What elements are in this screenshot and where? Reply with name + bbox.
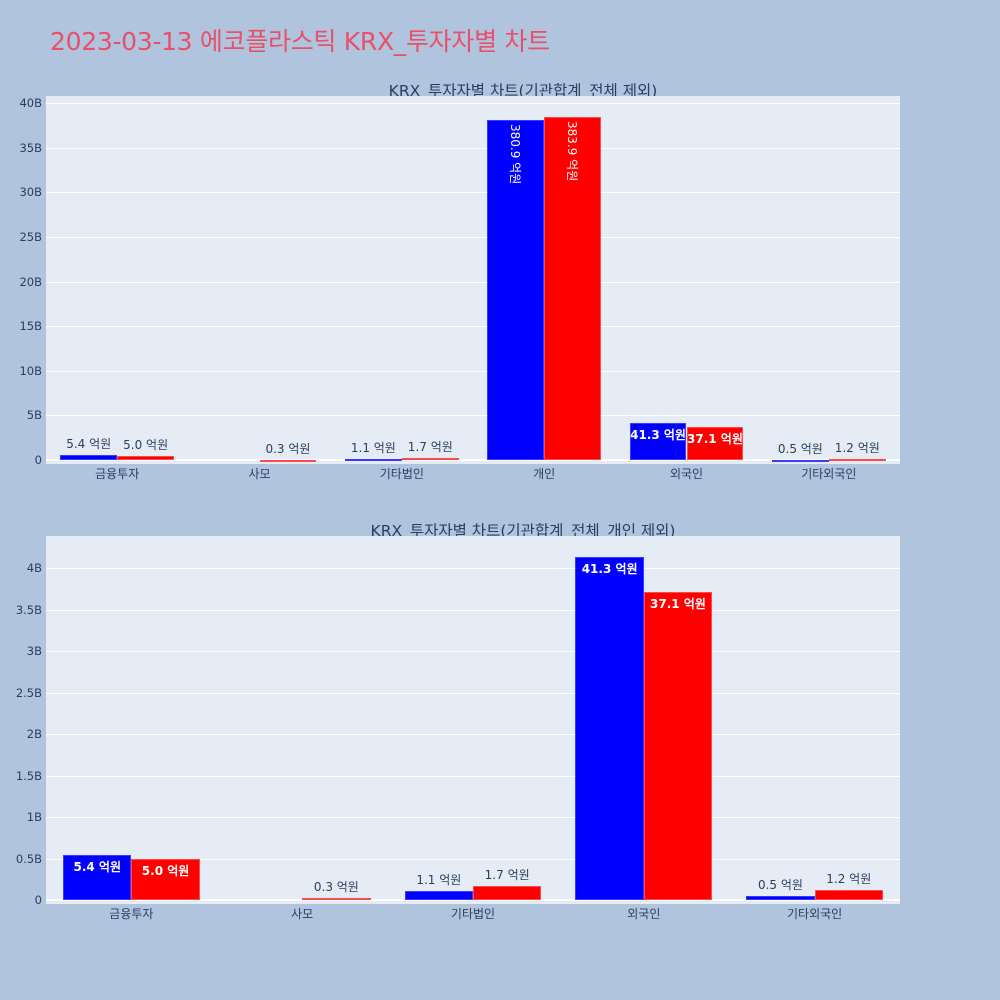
zero-line (46, 899, 900, 901)
bar-value-label: 0.5 억원 (777, 441, 823, 456)
y-tick-label: 3.5B (15, 602, 42, 617)
x-tick-label: 기타법인 (450, 907, 496, 921)
x-tick-label: 외국인 (627, 907, 661, 921)
bar-series-red[interactable] (828, 458, 886, 461)
bar-value-label: 0.3 억원 (265, 441, 311, 456)
bar-series-blue[interactable] (746, 895, 815, 900)
bar-series-blue[interactable] (629, 423, 687, 460)
bar-value-label: 5.0 억원 (141, 863, 190, 878)
gridline (46, 103, 900, 104)
gridline (46, 651, 900, 652)
gridline (46, 609, 900, 611)
y-tick-label: 1.5B (15, 768, 42, 783)
x-tick-label: 금융투자 (109, 907, 154, 921)
bar-series-blue[interactable] (575, 557, 644, 900)
y-tick-label: 2.5B (15, 685, 42, 700)
bar-value-label: 0.3 억원 (313, 879, 359, 894)
gridline (46, 415, 900, 417)
bar-series-blue[interactable] (487, 120, 545, 460)
x-tick-label: 사모 (291, 907, 314, 921)
gridline (46, 692, 900, 694)
gridline (46, 568, 900, 569)
x-tick-label: 금융투자 (95, 467, 140, 481)
bar-value-label: 1.2 억원 (834, 440, 880, 455)
y-tick-label: 40B (19, 96, 42, 110)
y-tick-label: 4B (26, 561, 42, 575)
bar-value-label: 1.1 억원 (350, 441, 396, 456)
gridline (46, 236, 900, 238)
bar-series-red[interactable] (686, 426, 744, 460)
y-tick-label: 15B (19, 319, 42, 334)
gridline (46, 192, 900, 194)
bar-series-red[interactable] (302, 897, 371, 900)
gridline (46, 817, 900, 818)
bar-series-red[interactable] (473, 885, 542, 900)
bar-value-label: 41.3 억원 (630, 428, 686, 443)
gridline (46, 281, 900, 283)
x-tick-label: 외국인 (669, 467, 704, 481)
gridline (46, 326, 900, 328)
bar-value-label: 5.4 억원 (73, 860, 121, 875)
bar-series-red[interactable] (117, 455, 175, 460)
plot-area (46, 96, 900, 464)
bar-value-label: 5.0 억원 (123, 437, 169, 452)
gridline (46, 775, 900, 777)
bar-series-blue[interactable] (344, 459, 402, 462)
bar-value-label: 41.3 억원 (581, 562, 638, 577)
bar-series-red[interactable] (401, 458, 459, 461)
x-tick-label: 사모 (248, 467, 271, 481)
bar-value-label: 1.7 억원 (407, 440, 453, 455)
bar-value-label: 1.1 억원 (416, 872, 462, 887)
zero-line (46, 459, 900, 461)
bar-value-label: 5.4 억원 (66, 437, 112, 452)
x-tick-label: 기타외국인 (801, 467, 857, 481)
y-tick-label: 0 (34, 893, 42, 907)
bar-series-blue[interactable] (771, 459, 829, 462)
chart-title: KRX_투자자별 차트(기관합계_전체 제외) (388, 82, 658, 100)
y-tick-label: 25B (19, 229, 42, 244)
bar-series-blue[interactable] (404, 890, 473, 900)
y-tick-label: 10B (19, 363, 42, 378)
x-tick-label: 기타법인 (379, 467, 424, 481)
chart-title: KRX_투자자별 차트(기관합계_전체_개인 제외) (370, 522, 676, 540)
y-tick-label: 3B (26, 644, 42, 658)
gridline (46, 858, 900, 860)
bar-series-blue[interactable] (60, 455, 118, 460)
bar-value-label: 1.7 억원 (484, 867, 530, 882)
bar-series-red[interactable] (544, 117, 602, 460)
page-title: 2023-03-13 에코플라스틱 KRX_투자자별 차트 (50, 27, 550, 56)
bar-value-label: 37.1 억원 (687, 431, 743, 446)
bar-series-red[interactable] (643, 592, 713, 900)
bar-series-blue[interactable] (63, 855, 132, 900)
bar-value-label: 1.2 억원 (826, 872, 872, 887)
y-tick-label: 30B (19, 185, 42, 200)
gridline (46, 734, 900, 735)
bar-series-red[interactable] (131, 858, 200, 900)
y-tick-label: 0.5B (15, 851, 42, 866)
bar-series-red[interactable] (259, 459, 317, 462)
gridline (46, 370, 900, 372)
x-tick-label: 기타외국인 (786, 907, 843, 921)
plot-area (46, 536, 900, 904)
y-tick-label: 1B (26, 810, 42, 824)
y-tick-label: 5B (26, 408, 42, 423)
x-tick-label: 개인 (533, 467, 556, 481)
bar-value-label: 0.5 억원 (757, 877, 803, 892)
y-tick-label: 20B (19, 274, 42, 289)
gridline (46, 147, 900, 149)
y-tick-label: 0 (34, 453, 42, 467)
y-tick-label: 35B (19, 140, 42, 155)
bar-value-label: 37.1 억원 (650, 597, 706, 612)
y-tick-label: 2B (26, 727, 42, 741)
bar-series-red[interactable] (814, 890, 883, 900)
